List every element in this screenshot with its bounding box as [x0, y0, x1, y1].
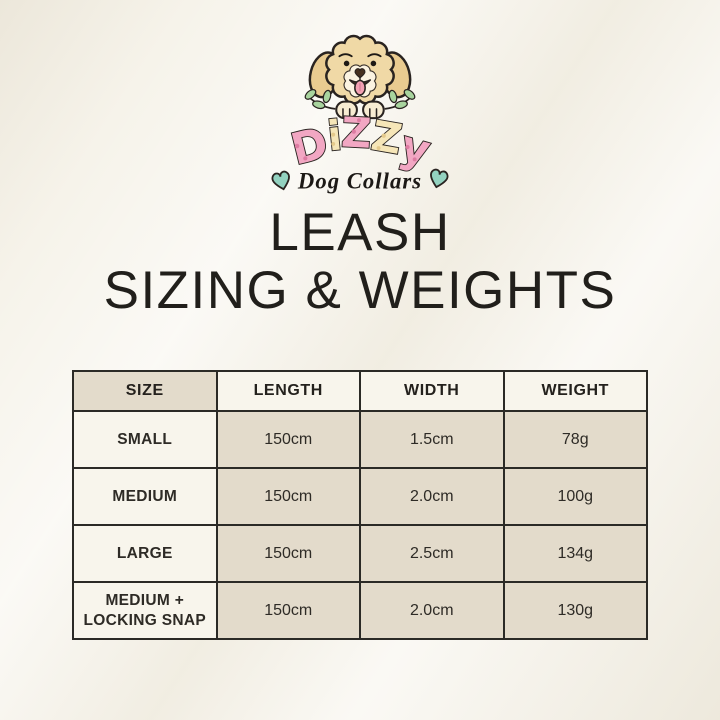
letter-dots: [294, 118, 417, 162]
brand-letter-z1: Z: [340, 108, 372, 158]
weight-cell: 78g: [502, 410, 648, 469]
size-cell: LARGE: [72, 524, 218, 583]
brand-tagline: Dog Collars: [297, 168, 422, 193]
width-cell: 1.5cm: [359, 410, 505, 469]
brand-letter-i: i: [325, 111, 344, 160]
width-cell: 2.0cm: [359, 467, 505, 526]
dizzy-dog-logo-icon: D i Z Z y Dog Collars: [271, 34, 449, 193]
page-title-line1: LEASH: [269, 203, 451, 262]
heart-icon-right: [430, 168, 449, 189]
table-header-row: SIZE LENGTH WIDTH WEIGHT: [72, 370, 648, 412]
size-cell: MEDIUM: [72, 467, 218, 526]
header-weight: WEIGHT: [502, 370, 648, 412]
weight-cell: 130g: [502, 581, 648, 640]
dog-eye-right: [370, 60, 377, 67]
dog-eyebrows: [338, 53, 382, 58]
length-cell: 150cm: [215, 467, 361, 526]
brand-logo: D i Z Z y Dog Collars: [236, 16, 484, 217]
header-width: WIDTH: [359, 370, 505, 412]
size-cell: SMALL: [72, 410, 218, 469]
length-cell: 150cm: [215, 524, 361, 583]
table-row-large: LARGE 150cm 2.5cm 134g: [72, 524, 648, 583]
leash-sizing-table: SIZE LENGTH WIDTH WEIGHT SMALL 150cm 1.5…: [72, 370, 648, 640]
leaf-sprig-right: [384, 88, 416, 110]
length-cell: 150cm: [215, 581, 361, 640]
dog-nose-heart: [354, 68, 366, 79]
page-title: LEASH SIZING & WEIGHTS: [0, 203, 720, 321]
dog-paws: [335, 100, 385, 120]
header-size: SIZE: [72, 370, 218, 412]
table-row-small: SMALL 150cm 1.5cm 78g: [72, 410, 648, 469]
table-row-medium-locking-snap: MEDIUM + LOCKING SNAP 150cm 2.0cm 130g: [72, 581, 648, 640]
weight-cell: 100g: [502, 467, 648, 526]
weight-cell: 134g: [502, 524, 648, 583]
brand-word: D i Z Z y: [285, 107, 436, 178]
length-cell: 150cm: [215, 410, 361, 469]
width-cell: 2.5cm: [359, 524, 505, 583]
size-cell: MEDIUM + LOCKING SNAP: [72, 581, 218, 640]
leaf-sprig-left: [304, 88, 336, 110]
table-row-medium: MEDIUM 150cm 2.0cm 100g: [72, 467, 648, 526]
header-length: LENGTH: [215, 370, 361, 412]
page-title-line2: SIZING & WEIGHTS: [103, 261, 617, 321]
width-cell: 2.0cm: [359, 581, 505, 640]
heart-icon-left: [271, 170, 290, 191]
dog-eye-left: [343, 60, 350, 67]
